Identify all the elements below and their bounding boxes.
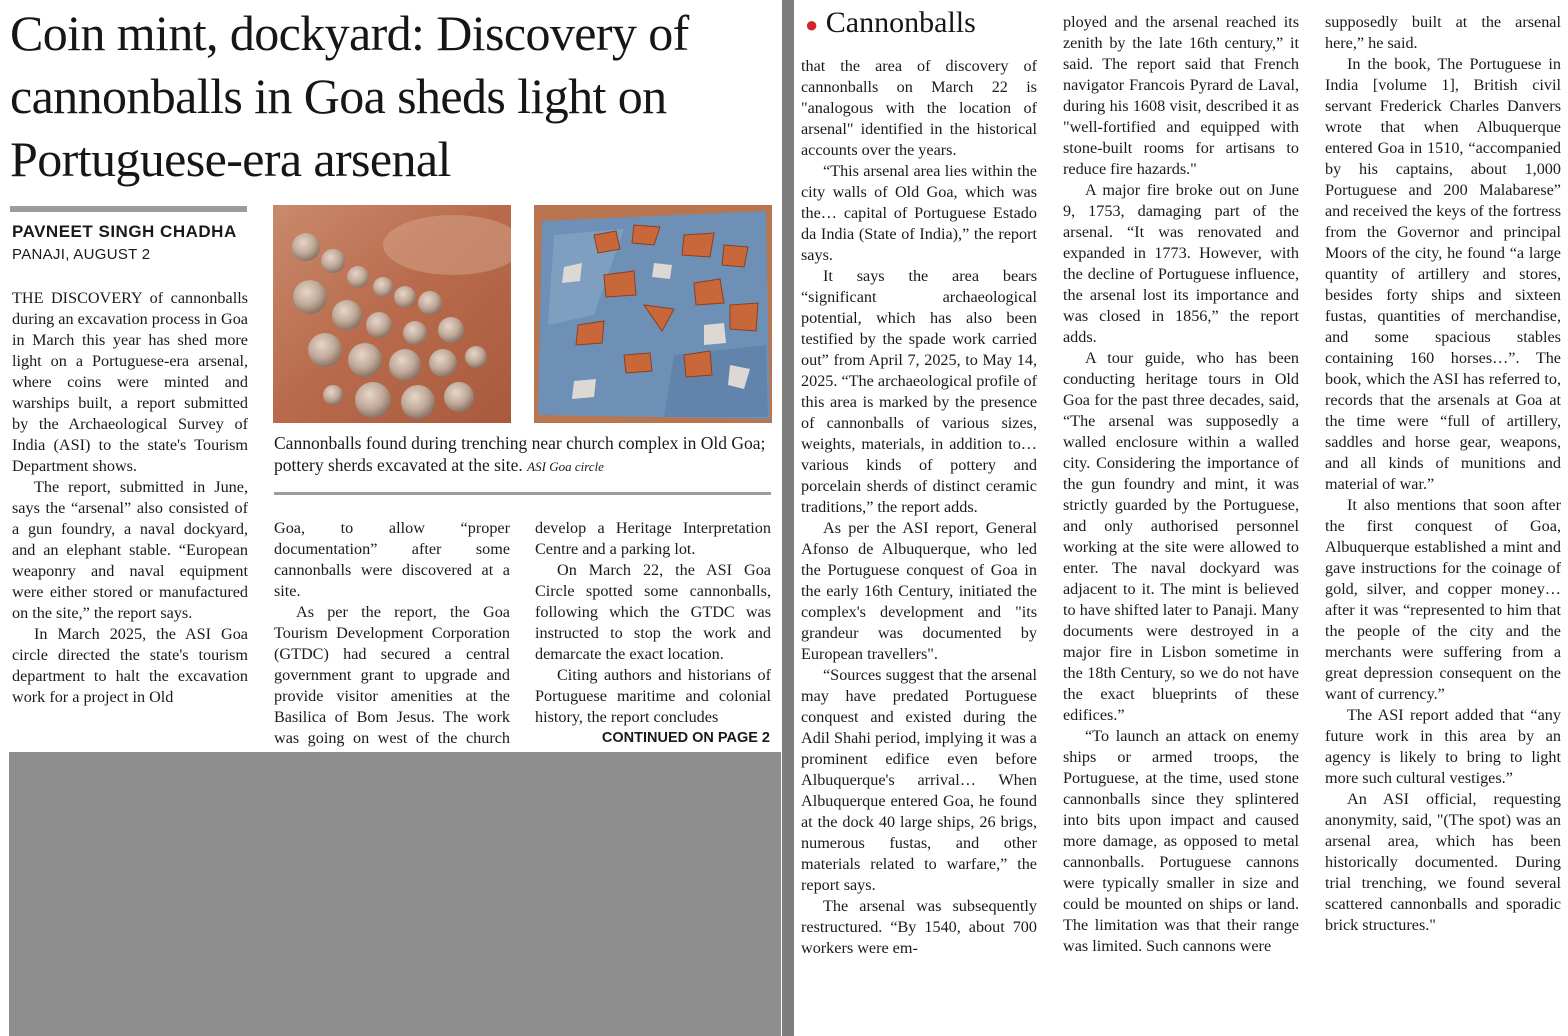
byline-rule [10, 206, 247, 212]
paragraph: A tour guide, who has been conducting he… [1063, 349, 1299, 724]
article-column-3: develop a Heritage Interpretation Centre… [535, 518, 771, 728]
paragraph: supposedly built at the arsenal here,” h… [1325, 13, 1561, 52]
paragraph: In the book, The Portuguese in India [vo… [1325, 55, 1561, 493]
paragraph: It says the area bears “significant arch… [801, 267, 1037, 516]
photo-caption: Cannonballs found during trenching near … [274, 432, 774, 478]
paragraph: The arsenal was subsequently restructure… [801, 897, 1037, 957]
paragraph: “To launch an attack on enemy ships or a… [1063, 727, 1299, 955]
paragraph: A major fire broke out on June 9, 1753, … [1063, 181, 1299, 346]
paragraph: The report, submitted in June, says the … [12, 478, 248, 622]
paragraph: As per the ASI report, General Afonso de… [801, 519, 1037, 663]
paragraph: On March 22, the ASI Goa Circle spotted … [535, 561, 771, 663]
paragraph: Goa, to allow “proper documentation” aft… [274, 519, 510, 600]
paragraph: ployed and the arsenal reached its zenit… [1063, 13, 1299, 178]
section-kicker: ● Cannonballs [805, 5, 976, 43]
pottery-sherds-photo [534, 205, 772, 423]
byline: PAVNEET SINGH CHADHA [12, 222, 237, 241]
paragraph: “Sources suggest that the arsenal may ha… [801, 666, 1037, 894]
kicker-dot-icon: ● [805, 12, 819, 38]
photo-credit: ASI Goa circle [527, 459, 604, 474]
paragraph: The ASI report added that “any future wo… [1325, 706, 1561, 787]
paragraph: “This arsenal area lies within the city … [801, 162, 1037, 264]
cannonballs-photo [273, 205, 511, 423]
article-column-2: Goa, to allow “proper documentation” aft… [274, 518, 510, 750]
paragraph: It also mentions that soon after the fir… [1325, 496, 1561, 703]
caption-text: Cannonballs found during trenching near … [274, 433, 766, 475]
paragraph: that the area of discovery of cannonball… [801, 57, 1037, 159]
article-column-1: THE DISCOVERY of cannonballs during an e… [12, 288, 248, 750]
paragraph: Citing authors and historians of Portugu… [535, 666, 771, 726]
paragraph: As per the report, the Goa Tourism Devel… [274, 603, 510, 747]
paragraph: develop a Heritage Interpretation Centre… [535, 519, 771, 558]
article-column-5: ployed and the arsenal reached its zenit… [1063, 12, 1299, 1036]
continued-notice: CONTINUED ON PAGE 2 [601, 730, 770, 746]
caption-rule [274, 492, 771, 495]
paragraph: In March 2025, the ASI Goa circle direct… [12, 625, 248, 706]
kicker-label: Cannonballs [825, 6, 976, 39]
dateline: PANAJI, AUGUST 2 [12, 246, 151, 263]
column-divider [782, 0, 794, 1036]
paragraph: THE DISCOVERY of cannonballs during an e… [12, 289, 248, 475]
article-column-4: that the area of discovery of cannonball… [801, 56, 1037, 1036]
headline: Coin mint, dockyard: Discovery of cannon… [10, 5, 689, 187]
article-column-6: supposedly built at the arsenal here,” h… [1325, 12, 1561, 1036]
blank-area [9, 752, 781, 1036]
paragraph: An ASI official, requesting anonymity, s… [1325, 790, 1561, 934]
